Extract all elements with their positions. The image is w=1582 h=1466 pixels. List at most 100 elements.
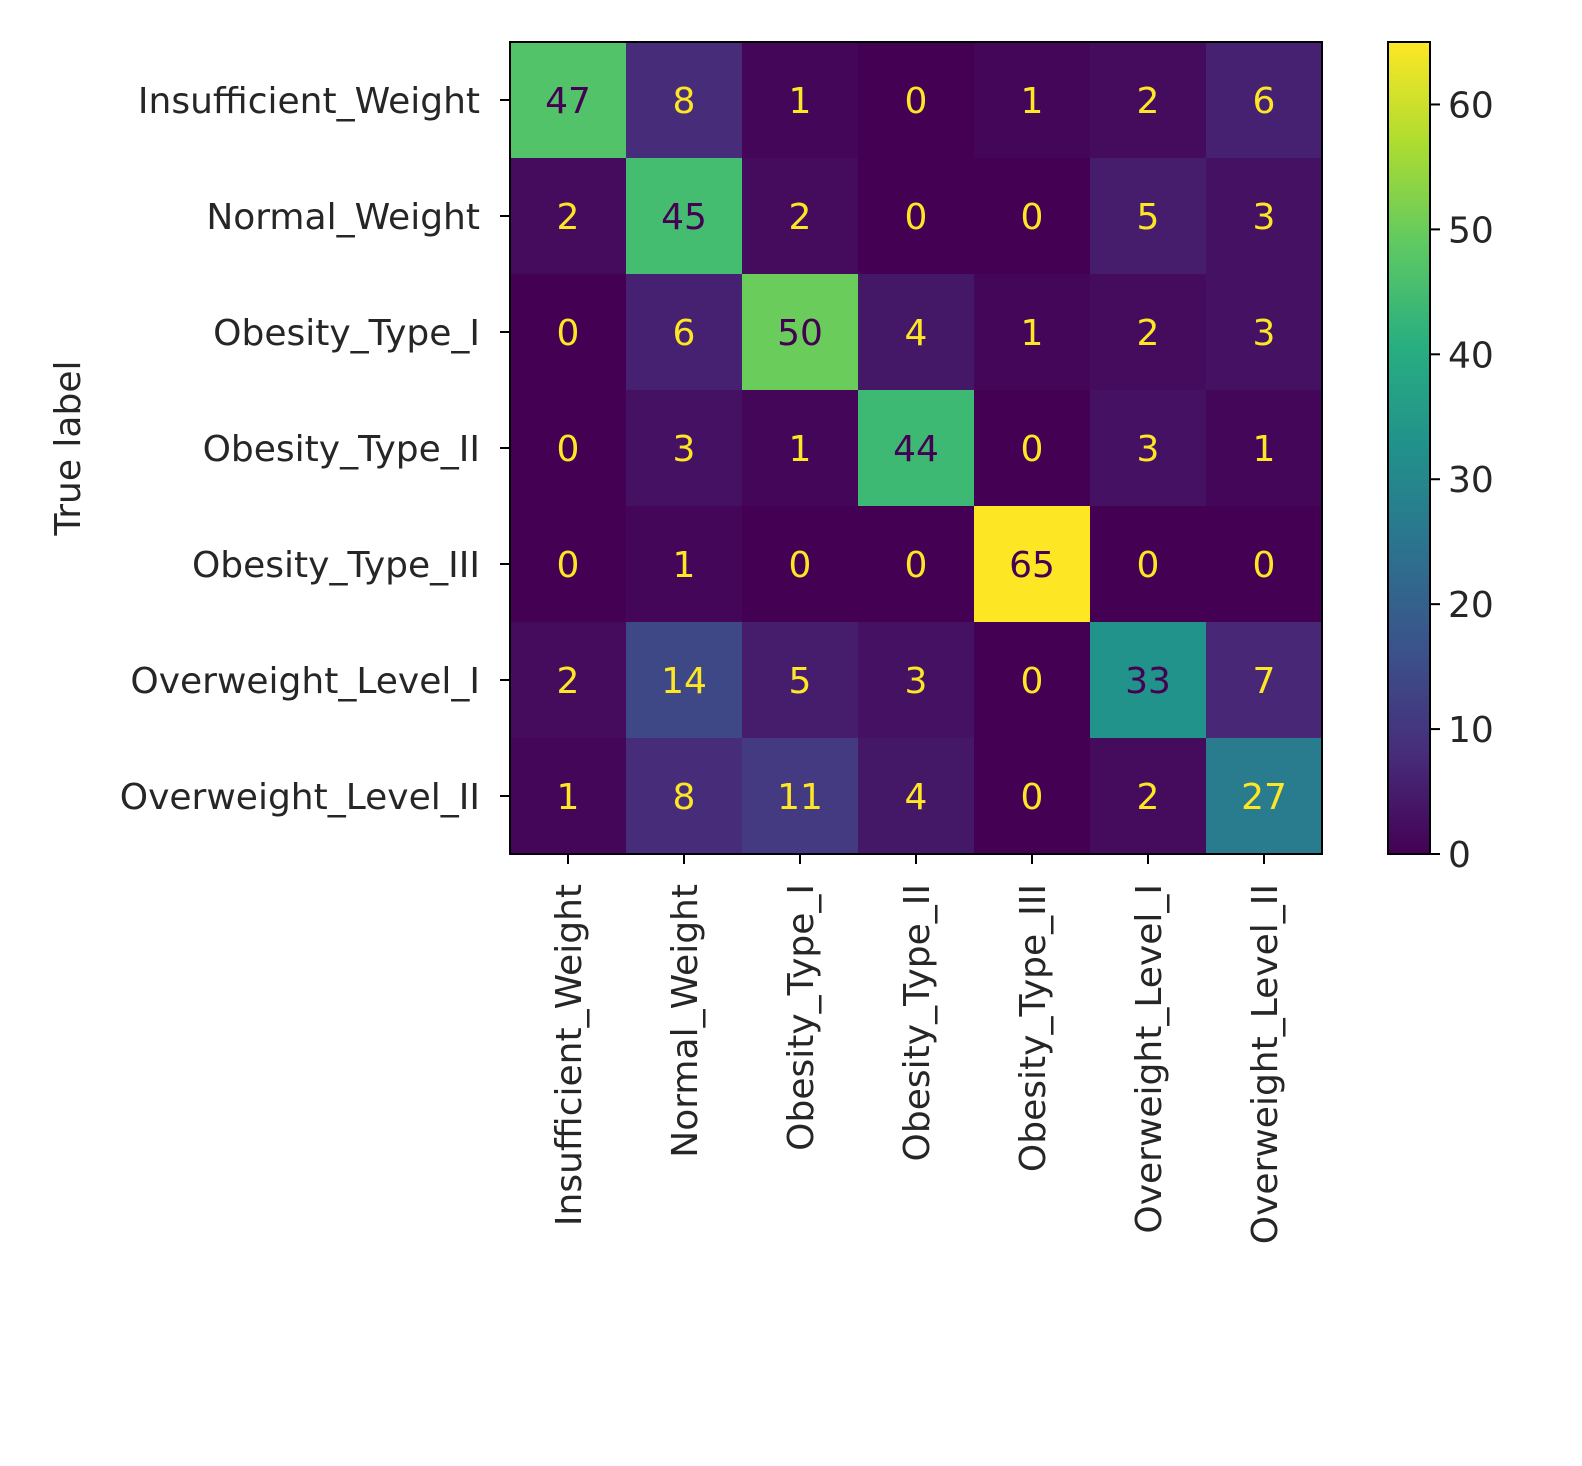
colorbar-tick-label: 10 [1448, 710, 1494, 751]
cell-value-label: 0 [789, 545, 812, 586]
cell-value-label: 1 [673, 545, 696, 586]
colorbar-tick-label: 0 [1448, 835, 1471, 876]
heatmap-cells: 47 8 1 0 1 2 62 45 2 0 0 5 30 6 50 4 1 2 30 3 1 44 0 3 10 1 0 0 65 0 0… [510, 42, 1322, 854]
cell-value-label: 7 [1253, 661, 1276, 702]
x-tick-label: Obesity_Type_II [897, 884, 938, 1161]
heatmap-cell [742, 506, 858, 622]
heatmap-cell [1090, 738, 1206, 854]
heatmap-cell [1206, 42, 1322, 158]
cell-value-label: 8 [673, 777, 696, 818]
heatmap-cell [742, 390, 858, 506]
cell-value-label: 0 [1253, 545, 1276, 586]
heatmap-cell [626, 622, 742, 738]
y-tick-label: Obesity_Type_II [203, 429, 480, 470]
heatmap-cell [742, 42, 858, 158]
cell-value-label: 3 [905, 661, 928, 702]
cell-value-label: 65 [1009, 545, 1055, 586]
cell-value-label: 1 [1253, 429, 1276, 470]
cell-value-label: 0 [905, 81, 928, 122]
heatmap-cell [742, 158, 858, 274]
cell-value-label: 2 [1137, 81, 1160, 122]
heatmap-cell [974, 42, 1090, 158]
heatmap-cell [626, 42, 742, 158]
cell-value-label: 4 [905, 313, 928, 354]
cell-value-label: 5 [1137, 197, 1160, 238]
x-tick-label: Normal_Weight [665, 884, 706, 1158]
cell-value-label: 5 [789, 661, 812, 702]
cell-value-label: 2 [557, 661, 580, 702]
cell-value-label: 0 [557, 313, 580, 354]
y-tick-label: Obesity_Type_I [213, 313, 480, 354]
heatmap-cell [858, 390, 974, 506]
heatmap-cell [1206, 158, 1322, 274]
cell-value-label: 2 [1137, 777, 1160, 818]
cell-value-label: 0 [1137, 545, 1160, 586]
heatmap-cell [974, 506, 1090, 622]
cell-value-label: 1 [789, 429, 812, 470]
cell-value-label: 0 [557, 545, 580, 586]
cell-value-label: 50 [777, 313, 823, 354]
cell-value-label: 0 [905, 545, 928, 586]
colorbar-tick-label: 40 [1448, 335, 1494, 376]
heatmap-cell [742, 274, 858, 390]
cell-value-label: 3 [1253, 313, 1276, 354]
cell-value-label: 1 [1021, 313, 1044, 354]
x-tick-label: Insufficient_Weight [549, 884, 590, 1226]
colorbar-tick-label: 30 [1448, 460, 1494, 501]
heatmap-cell [1206, 390, 1322, 506]
cell-value-label: 3 [1137, 429, 1160, 470]
colorbar-tick-label: 60 [1448, 85, 1494, 126]
cell-value-label: 11 [777, 777, 823, 818]
cell-value-label: 2 [789, 197, 812, 238]
x-tick-label: Overweight_Level_I [1129, 884, 1170, 1234]
heatmap-cell [858, 506, 974, 622]
cell-value-label: 0 [557, 429, 580, 470]
cell-value-label: 1 [1021, 81, 1044, 122]
heatmap-cell [510, 274, 626, 390]
cell-value-label: 8 [673, 81, 696, 122]
heatmap-cell [742, 622, 858, 738]
cell-value-label: 2 [1137, 313, 1160, 354]
heatmap-cell [1206, 506, 1322, 622]
heatmap-cell [626, 390, 742, 506]
heatmap-cell [1090, 42, 1206, 158]
heatmap-cell [1090, 274, 1206, 390]
heatmap-cell [510, 42, 626, 158]
cell-value-label: 0 [1021, 197, 1044, 238]
heatmap-cell [1090, 158, 1206, 274]
heatmap-cell [510, 158, 626, 274]
heatmap-cell [626, 506, 742, 622]
cell-value-label: 2 [557, 197, 580, 238]
y-tick-label: Normal_Weight [206, 197, 480, 238]
cell-value-label: 0 [1021, 777, 1044, 818]
cell-value-label: 14 [661, 661, 707, 702]
heatmap-cell [1090, 622, 1206, 738]
colorbar: 0 10 20 30 40 50 60 [1387, 41, 1494, 876]
cell-value-label: 0 [1021, 661, 1044, 702]
cell-value-label: 45 [661, 197, 707, 238]
y-tick-label: Overweight_Level_I [130, 661, 480, 702]
y-tick-label: Obesity_Type_III [192, 545, 480, 586]
cell-value-label: 3 [673, 429, 696, 470]
cell-value-label: 3 [1253, 197, 1276, 238]
heatmap-cell [626, 274, 742, 390]
cell-value-label: 0 [905, 197, 928, 238]
heatmap-cell [974, 274, 1090, 390]
heatmap-cell [510, 390, 626, 506]
y-tick-label: Insufficient_Weight [138, 81, 480, 122]
x-tick-label: Obesity_Type_III [1013, 884, 1054, 1172]
heatmap-cell [1206, 274, 1322, 390]
heatmap-cell [974, 390, 1090, 506]
colorbar-tick-label: 50 [1448, 210, 1494, 251]
cell-value-label: 44 [893, 429, 939, 470]
heatmap-cell [1206, 738, 1322, 854]
x-tick-label: Overweight_Level_II [1245, 884, 1286, 1244]
y-axis-label: True label [48, 361, 89, 537]
colorbar-tick-label: 20 [1448, 585, 1494, 626]
cell-value-label: 27 [1241, 777, 1287, 818]
heatmap-cell [974, 158, 1090, 274]
heatmap-cell [858, 158, 974, 274]
heatmap-cell [510, 622, 626, 738]
heatmap-cell [858, 622, 974, 738]
